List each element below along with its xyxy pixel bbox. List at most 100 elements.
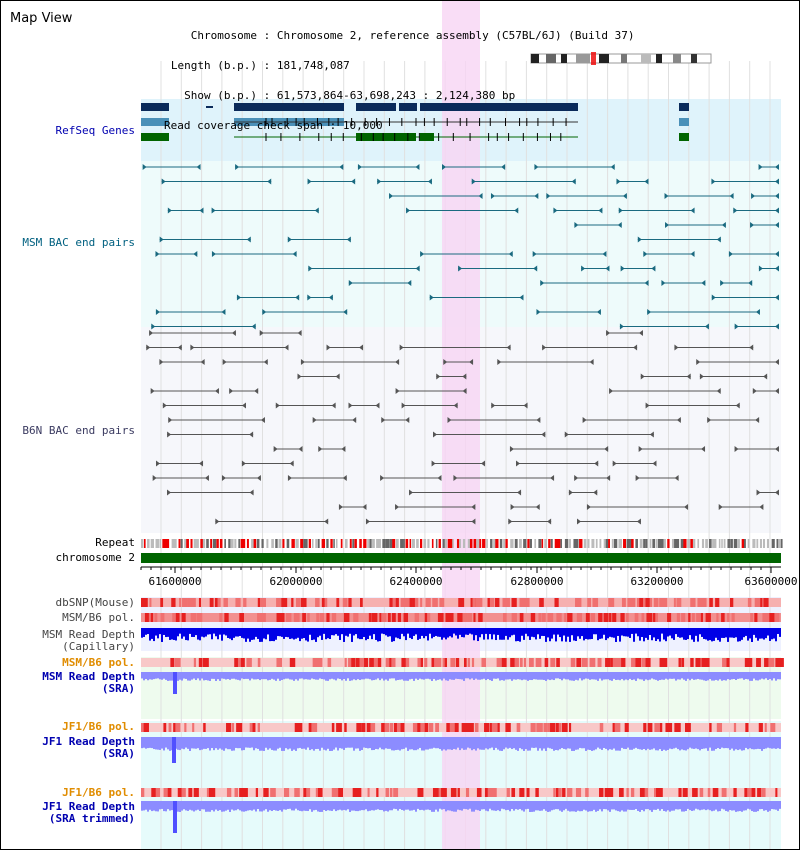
- jf1-depth-bar: [425, 737, 427, 750]
- jf1-depth-bar: [655, 737, 657, 751]
- repeat-mark: [210, 539, 213, 548]
- msm-bac-pair-end: [775, 265, 779, 272]
- msm-depth-bar: [233, 628, 235, 638]
- jf1-trim-depth-bar: [449, 801, 451, 811]
- track-label-msm-read-depth-sra[interactable]: MSM Read Depth (SRA): [42, 671, 135, 695]
- heat-mark: [604, 788, 611, 797]
- heat-mark: [401, 658, 407, 667]
- repeat-mark: [376, 539, 379, 548]
- msm-sra-depth-bar: [513, 672, 515, 680]
- track-label-jf1-read-depth-sra[interactable]: JF1 Read Depth (SRA): [42, 736, 135, 760]
- msm-sra-depth-bar: [237, 672, 239, 680]
- track-label-dbsnp[interactable]: dbSNP(Mouse): [55, 596, 135, 609]
- heat-mark: [155, 788, 161, 797]
- track-label-msm-b6-pol-sra[interactable]: MSM/B6 pol.: [62, 656, 135, 669]
- jf1-trim-depth-bar: [335, 801, 337, 812]
- jf1-depth-bar: [315, 737, 317, 749]
- msm-sra-depth-bar: [499, 672, 501, 681]
- jf1-trim-depth-bar: [675, 801, 677, 810]
- heat-mark: [764, 723, 767, 732]
- jf1-depth-bar: [493, 737, 495, 751]
- heat-mark: [654, 723, 660, 732]
- jf1-trim-depth-bar: [415, 801, 417, 812]
- jf1-trim-depth-bar: [257, 801, 259, 809]
- jf1-depth-bar: [643, 737, 645, 749]
- b6n-bac-pair-end: [297, 373, 302, 380]
- jf1-trim-depth-bar: [721, 801, 723, 809]
- repeat-mark: [333, 539, 335, 548]
- info-value: 61,573,864-63,698,243 : 2,124,380 bp: [276, 89, 516, 102]
- heat-mark: [231, 723, 235, 732]
- track-label-msm-read-depth-capillary[interactable]: MSM Read Depth (Capillary): [42, 629, 135, 653]
- jf1-trim-depth-bar: [643, 801, 645, 812]
- jf1-depth-bar: [485, 737, 487, 749]
- heat-mark: [472, 598, 476, 607]
- jf1-depth-bar: [453, 737, 455, 749]
- msm-bac-pair-end: [339, 164, 344, 170]
- heat-mark: [765, 613, 772, 622]
- msm-depth-bar: [597, 628, 599, 641]
- msm-sra-depth-bar: [419, 672, 421, 679]
- msm-depth-bar: [519, 628, 521, 642]
- msm-depth-bar: [547, 628, 549, 638]
- msm-bac-pair-end: [314, 207, 319, 214]
- track-label-jf1-b6-pol[interactable]: JF1/B6 pol.: [62, 720, 135, 733]
- repeat-mark: [230, 539, 234, 548]
- msm-depth-bar: [663, 628, 665, 640]
- msm-sra-depth-bar: [453, 672, 455, 680]
- track-label-refseq-genes[interactable]: RefSeq Genes: [55, 124, 135, 137]
- jf1-depth-bar: [271, 737, 273, 750]
- msm-sra-depth-bar: [573, 672, 575, 681]
- msm-depth-bar: [171, 628, 173, 640]
- jf1-depth-bar: [627, 737, 629, 748]
- msm-sra-depth-bar: [391, 672, 393, 679]
- repeat-mark: [427, 539, 430, 548]
- heat-mark: [457, 613, 463, 622]
- b6n-bac-pair-end: [775, 489, 779, 496]
- track-label-chromosome[interactable]: chromosome 2: [55, 551, 135, 564]
- msm-sra-depth-bar: [507, 672, 509, 680]
- msm-depth-bar: [635, 628, 637, 634]
- heat-mark: [635, 658, 642, 667]
- msm-sra-depth-bar: [703, 672, 705, 681]
- jf1-depth-bar: [539, 737, 541, 749]
- jf1-depth-bar: [721, 737, 723, 748]
- track-label-repeat[interactable]: Repeat: [95, 536, 135, 549]
- jf1-trim-depth-bar: [525, 801, 527, 810]
- jf1-depth-bar: [657, 737, 659, 751]
- track-label-msm-bac[interactable]: MSM BAC end pairs: [22, 236, 135, 249]
- track-label-msm-b6-pol[interactable]: MSM/B6 pol.: [62, 611, 135, 624]
- msm-depth-bar: [601, 628, 603, 639]
- msm-sra-depth-bar: [553, 672, 555, 681]
- msm-sra-depth-bar: [659, 672, 661, 681]
- msm-depth-bar: [263, 628, 265, 639]
- b6n-bac-pair-end: [586, 504, 591, 510]
- jf1-trim-depth-bar: [267, 801, 269, 812]
- track-label-jf1-b6-pol-trimmed[interactable]: JF1/B6 pol.: [62, 786, 135, 799]
- heat-mark: [465, 788, 470, 797]
- msm-depth-bar: [677, 628, 679, 637]
- msm-sra-depth-bar: [171, 672, 173, 681]
- heat-mark: [439, 598, 445, 607]
- msm-sra-depth-bar: [255, 672, 257, 680]
- track-label-jf1-read-depth-trimmed[interactable]: JF1 Read Depth (SRA trimmed): [42, 801, 135, 825]
- msm-bac-pair-end: [351, 178, 356, 185]
- jf1-trim-depth-bar: [195, 801, 197, 811]
- depth-spike: [173, 672, 177, 694]
- heat-mark: [182, 598, 188, 607]
- msm-sra-depth-bar: [707, 672, 709, 681]
- axis-tick-label: 62000000: [270, 575, 323, 588]
- msm-sra-depth-bar: [727, 672, 729, 680]
- msm-sra-depth-bar: [149, 672, 151, 680]
- heat-mark: [389, 723, 394, 732]
- jf1-trim-depth-bar: [653, 801, 655, 810]
- track-label-b6n-bac[interactable]: B6N BAC end pairs: [22, 424, 135, 437]
- msm-depth-bar: [309, 628, 311, 635]
- jf1-depth-bar: [255, 737, 257, 749]
- heat-mark: [355, 658, 360, 667]
- jf1-depth-bar: [759, 737, 761, 750]
- msm-depth-bar: [209, 628, 211, 635]
- msm-sra-depth-bar: [465, 672, 467, 679]
- heat-mark: [424, 613, 428, 622]
- heat-mark: [188, 788, 193, 797]
